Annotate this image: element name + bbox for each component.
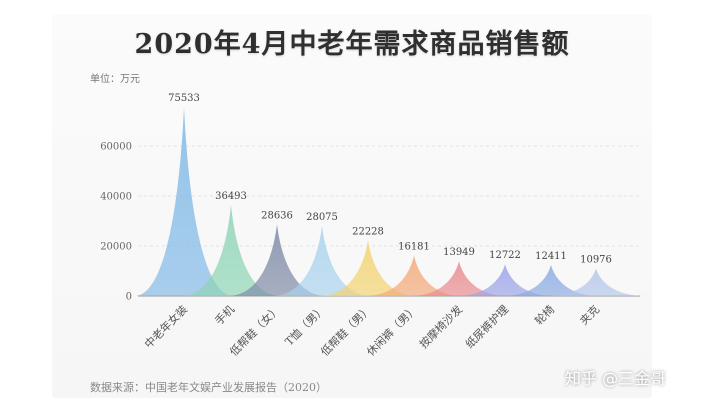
value-label: 10976 [580,255,612,266]
watermark: 知乎 @三金哥 [565,369,667,388]
category-label: 按摩椅沙发 [416,302,465,351]
value-label: 75533 [168,93,200,104]
spike-mark [274,225,370,296]
spike-mark [411,261,507,296]
y-tick-label: 40000 [100,192,132,203]
data-source: 数据来源：中国老年文娱产业发展报告（2020） [90,381,327,394]
spike-mark [457,264,553,296]
spike-mark [548,268,644,296]
spike-mark [183,204,279,296]
spike-mark [366,255,462,296]
spike-mark [503,264,599,296]
chart-title: 2020年4月中老年需求商品销售额 [134,29,570,60]
unit-label: 单位：万元 [90,74,140,85]
value-label: 16181 [398,242,430,253]
value-labels: 75533 36493 28636 28075 22228 16181 13949 12722… [168,93,612,265]
category-label: 中老年女装 [141,302,190,351]
value-label: 22228 [352,226,384,237]
spike-mark [229,224,325,296]
value-label: 12722 [489,250,521,261]
chart-spikes [136,107,644,296]
value-label: 36493 [215,191,247,202]
y-tick-label: 0 [126,292,132,303]
value-label: 28075 [306,212,338,223]
spike-mark [320,240,416,296]
y-axis-ticks: 0 20000 40000 60000 [100,142,132,303]
category-label: 轮椅 [532,302,557,327]
value-label: 28636 [261,210,293,221]
value-label: 13949 [443,247,475,258]
y-tick-label: 20000 [100,242,132,253]
category-label: 夹克 [577,303,602,328]
category-label: 纸尿裤护理 [462,302,511,351]
y-tick-label: 60000 [100,142,132,153]
category-label: T恤（男） [283,303,328,348]
chart-card [52,14,652,398]
value-label: 12411 [535,251,567,262]
category-label: 手机 [212,302,237,327]
spike-mark [136,107,232,296]
